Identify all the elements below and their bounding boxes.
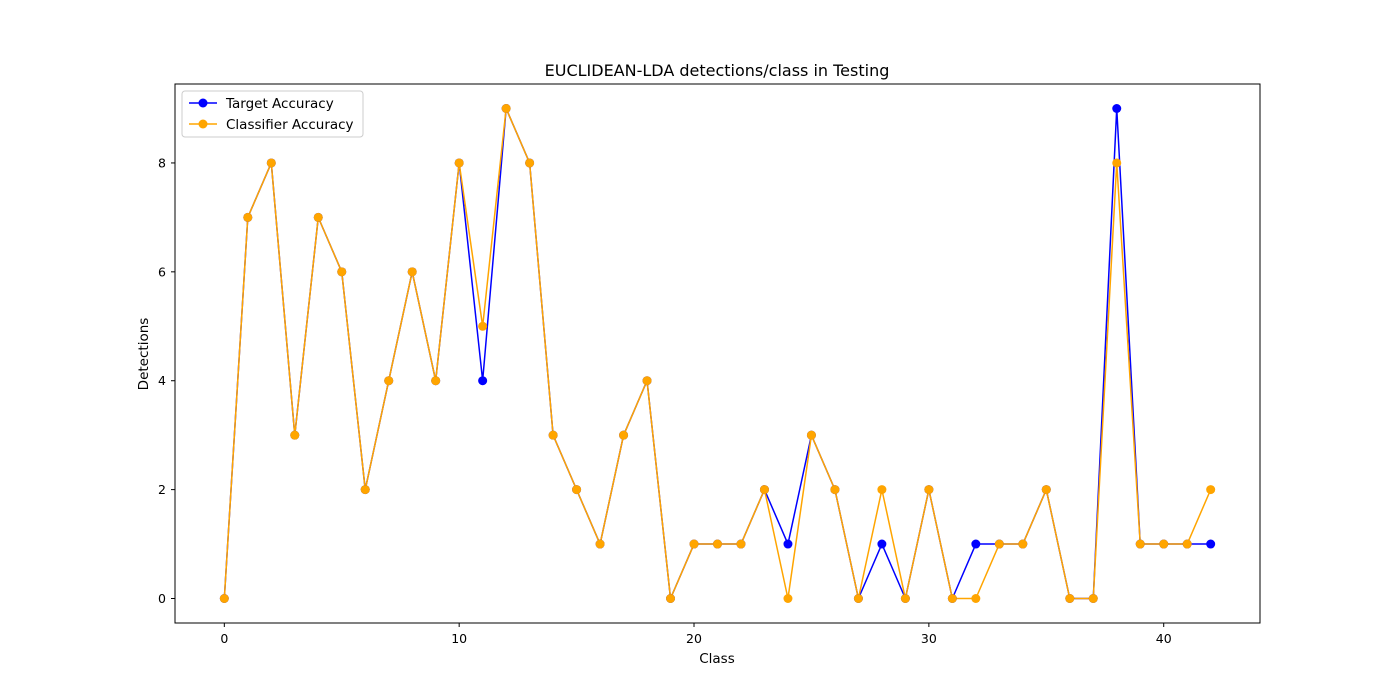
legend-label-1: Classifier Accuracy xyxy=(226,117,354,133)
series-1-point xyxy=(360,485,370,495)
series-1-point xyxy=(407,267,417,277)
series-0-point xyxy=(877,539,887,549)
series-1-point xyxy=(900,594,910,603)
series-0-point xyxy=(478,376,488,386)
series-1-point xyxy=(713,539,722,549)
x-axis-label: Class xyxy=(699,651,735,667)
series-1-point xyxy=(642,376,652,386)
series-1-point xyxy=(947,594,957,603)
series-1-point xyxy=(548,430,558,440)
series-1-point xyxy=(384,376,394,386)
chart-title: EUCLIDEAN-LDA detections/class in Testin… xyxy=(545,61,890,80)
series-1-point xyxy=(971,594,981,603)
y-tick-label: 6 xyxy=(158,264,166,279)
series-1-point xyxy=(1088,594,1098,603)
series-0-point xyxy=(1206,539,1216,549)
series-1-point xyxy=(478,321,488,331)
series-1-point xyxy=(266,158,276,168)
series-1-point xyxy=(1041,485,1051,495)
series-0-point xyxy=(783,539,793,549)
x-axis: 0 10 20 30 40 xyxy=(220,623,1172,646)
series-1-point xyxy=(595,539,605,549)
series-1-point xyxy=(924,485,934,495)
series-1-point xyxy=(525,158,535,168)
y-axis: 0 2 4 6 8 xyxy=(158,155,175,606)
x-tick-label: 10 xyxy=(451,631,467,646)
series-1-point xyxy=(783,594,793,603)
y-axis-label: Detections xyxy=(136,318,152,391)
series-1-point xyxy=(572,485,582,495)
y-tick-label: 0 xyxy=(158,591,166,606)
legend-marker-1 xyxy=(198,119,208,129)
series-1-point xyxy=(313,212,323,222)
series-1-point xyxy=(689,539,699,549)
legend-marker-0 xyxy=(198,98,208,108)
series-1-point xyxy=(1065,594,1075,603)
x-tick-label: 20 xyxy=(686,631,702,646)
series-1-point xyxy=(759,485,769,495)
series-1-point xyxy=(1135,539,1145,549)
x-tick-label: 30 xyxy=(921,631,937,646)
series-1-point xyxy=(619,430,629,440)
y-tick-label: 4 xyxy=(158,373,166,388)
y-tick-label: 8 xyxy=(158,155,166,170)
series-1-point xyxy=(219,594,229,603)
series-1-point xyxy=(290,430,300,440)
series-1-point xyxy=(1018,539,1028,549)
series-0-point xyxy=(971,539,981,549)
series-1-point xyxy=(1159,539,1169,549)
legend: Target Accuracy Classifier Accuracy xyxy=(181,90,364,138)
series-0-point xyxy=(1112,104,1122,113)
series-1-point xyxy=(853,594,863,603)
series-1-point xyxy=(830,485,840,495)
series-1-point xyxy=(454,158,464,168)
plot-frame xyxy=(174,83,1261,624)
series-1-point xyxy=(666,594,676,603)
series-1-point xyxy=(501,104,511,113)
series-1-point xyxy=(431,376,441,386)
plot-area xyxy=(219,104,1216,603)
series-1-point xyxy=(806,430,816,440)
x-tick-label: 0 xyxy=(220,631,228,646)
series-1-point xyxy=(243,212,253,222)
x-tick-label: 40 xyxy=(1156,631,1172,646)
legend-label-0: Target Accuracy xyxy=(225,96,334,112)
y-tick-label: 2 xyxy=(158,482,166,497)
series-1-point xyxy=(736,539,746,549)
series-1-point xyxy=(1182,539,1192,549)
series-1-point xyxy=(1112,158,1122,168)
series-1-point xyxy=(337,267,347,277)
legend-box xyxy=(181,90,364,138)
series-1-point xyxy=(877,485,887,495)
series-1-point xyxy=(994,539,1004,549)
series-1-point xyxy=(1206,485,1216,495)
